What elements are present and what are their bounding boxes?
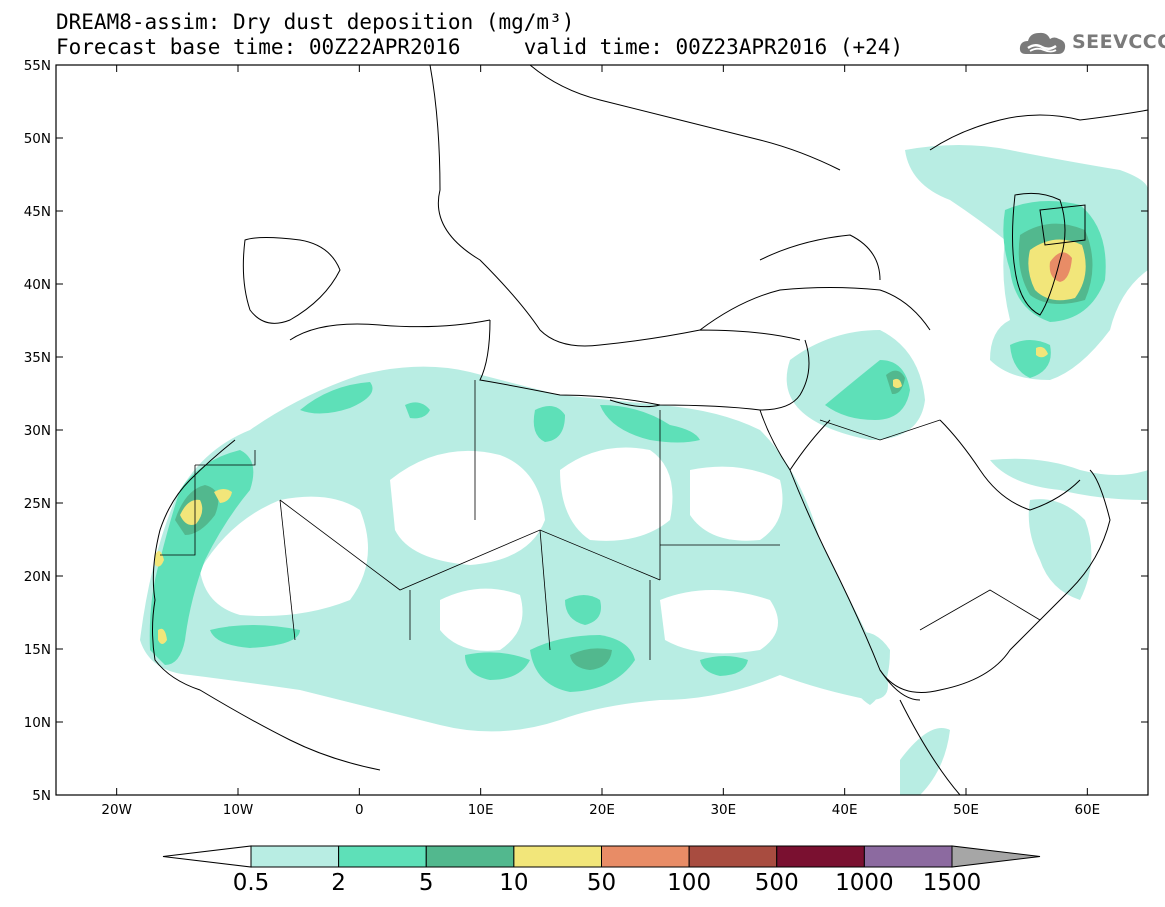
lat-tick-label: 10N — [24, 715, 51, 731]
border — [160, 465, 196, 556]
lat-tick-label: 40N — [24, 277, 51, 293]
colorbar-level-label: 500 — [754, 870, 799, 896]
dust-free-area — [690, 466, 783, 541]
dust-area-iraq-peak — [893, 378, 902, 388]
dust-area-west-coast — [149, 450, 254, 665]
logo-text: SEEVCCC — [1072, 31, 1165, 53]
colorbar-swatch — [250, 845, 340, 868]
lat-tick-label: 35N — [24, 350, 51, 366]
lat-tick-label: 45N — [24, 204, 51, 220]
lon-tick-label: 40E — [832, 802, 858, 818]
dust-area-sahel — [210, 625, 300, 648]
lon-tick-label: 10W — [223, 802, 254, 818]
colorbar-level-label: 100 — [667, 870, 712, 896]
colorbar-level-label: 50 — [586, 870, 617, 896]
coastline — [929, 109, 1148, 151]
map-axes: 55N 50N 45N 40N 35N 30N 25N 20N 15N 10N 5N 20W 10W 0 1… — [24, 58, 1148, 818]
coastline — [899, 699, 961, 795]
dust-area-oman — [1028, 499, 1092, 600]
dust-area-sahel — [465, 652, 530, 680]
colorbar-level-label: 2 — [331, 870, 346, 896]
lon-tick-label: 20W — [101, 802, 132, 818]
colorbar-level-label: 1000 — [835, 870, 894, 896]
forecast-time-line: Forecast base time: 00Z22APR2016 valid t… — [56, 35, 904, 59]
map-title: DREAM8-assim: Dry dust deposition (mg/m³… — [56, 10, 575, 34]
coastline — [152, 439, 381, 771]
border — [919, 589, 1041, 631]
lat-tick-label: 15N — [24, 642, 51, 658]
dust-area-libya — [533, 406, 565, 442]
dust-area-somalia — [900, 728, 950, 795]
dust-free-area — [560, 447, 673, 541]
lon-tick-label: 10E — [468, 802, 494, 818]
dust-area-horn — [840, 632, 890, 705]
coastline — [939, 419, 1081, 511]
cloud-icon — [1019, 32, 1066, 54]
lon-tick-label: 60E — [1074, 802, 1100, 818]
colorbar-level-label: 1500 — [922, 870, 982, 896]
lat-tick-label: 5N — [32, 788, 51, 804]
lon-tick-label: 0 — [355, 802, 364, 818]
colorbar-level-label: 5 — [418, 870, 434, 896]
lon-tick-label: 30E — [710, 802, 736, 818]
dust-area-morocco — [300, 382, 373, 414]
dust-area-west-coast-high — [214, 489, 232, 503]
coastline — [789, 419, 831, 471]
colorbar-swatch — [863, 845, 953, 868]
border — [195, 450, 256, 466]
dust-area-aral-max — [1049, 252, 1072, 282]
seevccc-logo: SEEVCCC — [1018, 28, 1165, 56]
dust-free-area — [390, 450, 545, 565]
colorbar-swatch — [338, 845, 427, 868]
colorbar — [162, 845, 1041, 868]
colorbar-swatch — [601, 845, 690, 868]
colorbar-swatch — [688, 845, 778, 868]
coastline — [879, 469, 1111, 693]
coastline — [609, 399, 661, 408]
deposition-shading — [140, 145, 1148, 795]
colorbar-swatch — [513, 845, 602, 868]
coastline — [699, 287, 931, 331]
coastline — [759, 234, 881, 281]
dust-free-area — [200, 496, 368, 616]
lon-tick-label: 50E — [953, 802, 979, 818]
colorbar-under-arrow — [162, 845, 252, 868]
dust-area-sahel — [565, 595, 601, 625]
coastline — [759, 409, 921, 701]
dust-area-sahel-high — [570, 648, 612, 670]
border — [539, 529, 551, 651]
colorbar-swatch — [425, 845, 515, 868]
border — [279, 499, 661, 591]
lat-tick-label: 20N — [24, 569, 51, 585]
dust-area-west-coast-high — [180, 499, 203, 525]
dust-area-gulf — [990, 458, 1148, 500]
colorbar-level-label: 0.5 — [232, 870, 270, 896]
dust-area-libya — [405, 402, 430, 419]
lat-tick-label: 50N — [24, 131, 51, 147]
border — [819, 419, 941, 441]
colorbar-over-arrow — [951, 845, 1041, 868]
dust-free-area — [440, 588, 523, 651]
dust-area-turkmen-peak — [1036, 346, 1048, 358]
borders — [160, 380, 1041, 660]
lat-tick-label: 55N — [24, 58, 51, 74]
dust-area-sahel — [700, 656, 748, 676]
lon-tick-label: 20E — [589, 802, 615, 818]
lat-tick-label: 30N — [24, 423, 51, 439]
colorbar-level-label: 10 — [499, 870, 529, 896]
dust-free-area — [660, 590, 778, 654]
coastlines — [152, 65, 1148, 795]
coastline — [242, 237, 341, 324]
coastline — [529, 65, 841, 171]
colorbar-swatch — [776, 845, 865, 868]
border — [279, 499, 296, 641]
coastline — [1039, 204, 1086, 246]
dust-area-libya — [600, 405, 700, 443]
dust-area-west-coast-high — [158, 628, 167, 644]
coastline — [429, 65, 801, 347]
coastline — [1012, 192, 1066, 316]
coastline — [289, 319, 491, 341]
lat-tick-label: 25N — [24, 496, 51, 512]
